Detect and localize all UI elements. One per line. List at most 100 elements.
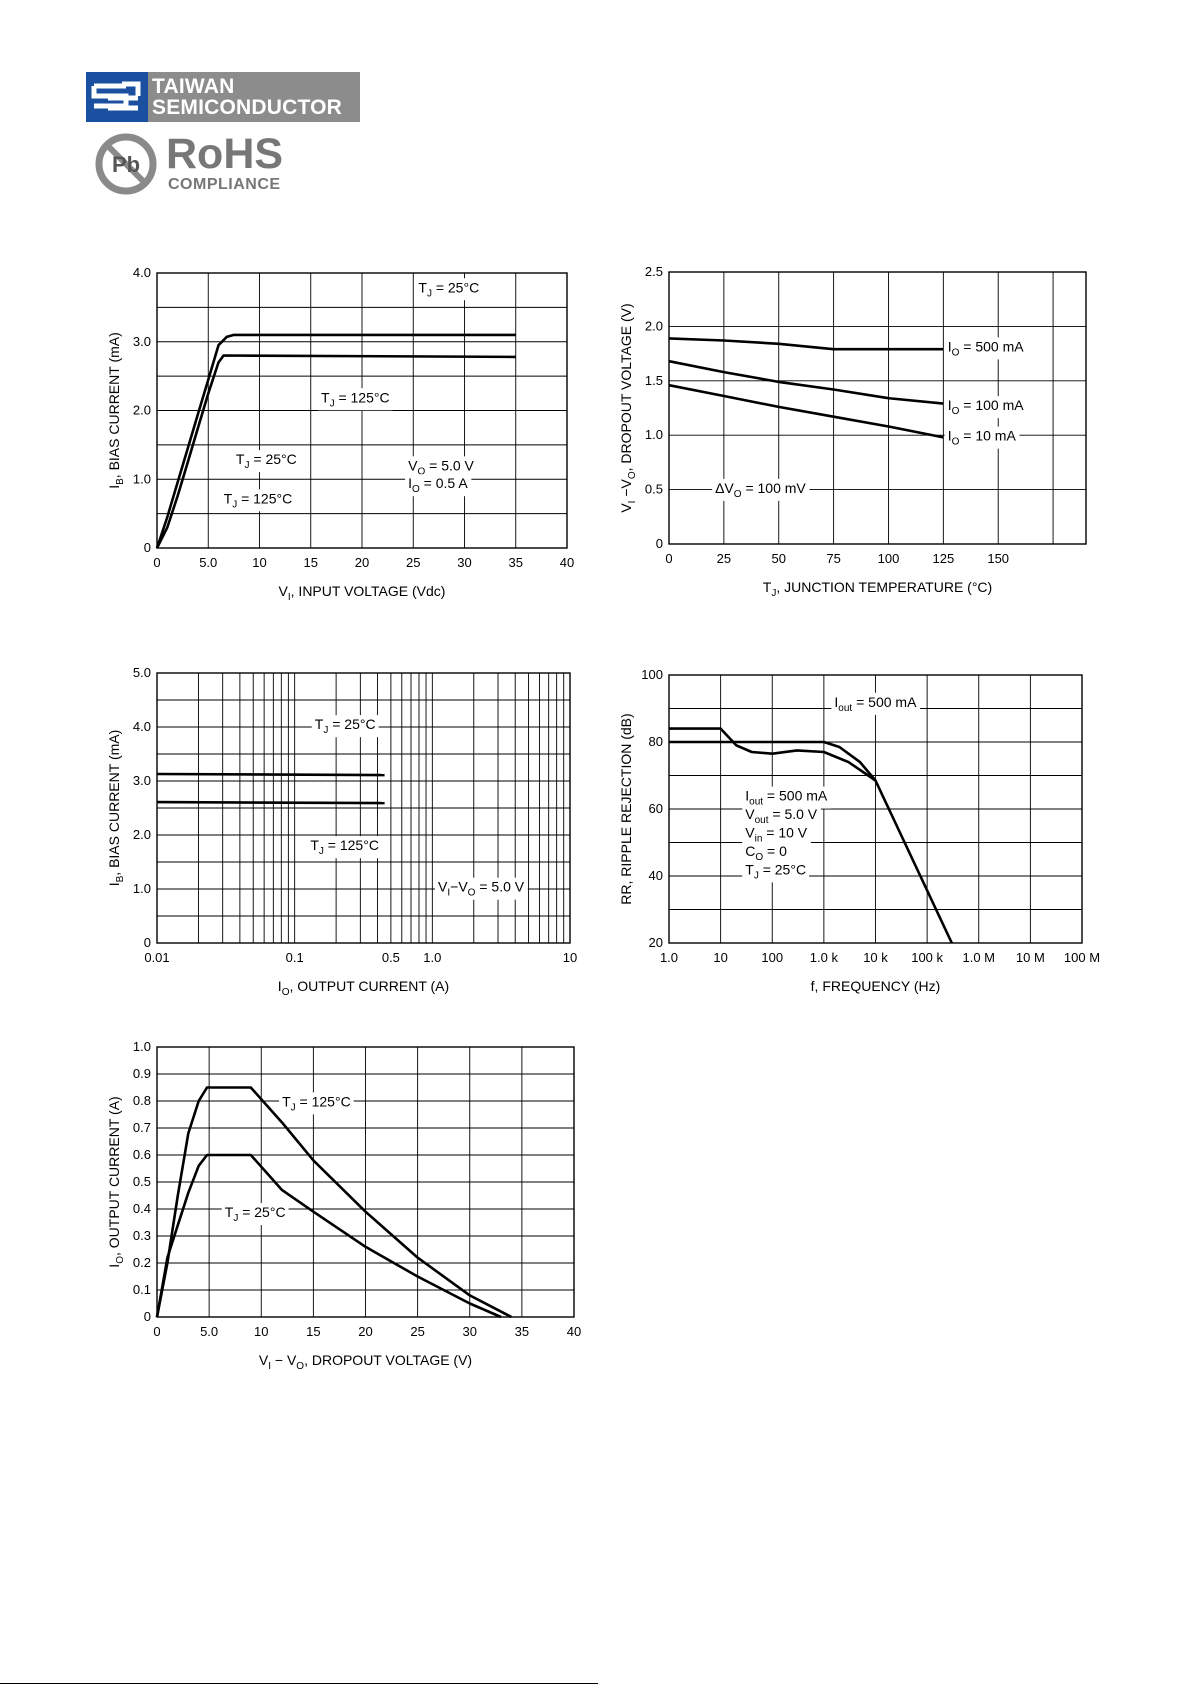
x-tick-label: 1.0 <box>423 950 441 965</box>
annotation-label: IO = 0.5 A <box>408 475 468 495</box>
annotation-label: VI−VO = 5.0 V <box>438 879 525 899</box>
y-tick-label: 0 <box>144 540 151 555</box>
x-tick-label: 10 <box>254 1324 268 1339</box>
company-name: TAIWAN SEMICONDUCTOR <box>152 75 343 119</box>
plot-frame <box>668 674 1083 944</box>
series-line-0 <box>155 333 516 549</box>
x-tick-label: 10 <box>252 555 266 570</box>
annotation-bg <box>279 1092 354 1115</box>
x-tick-label: 10 <box>563 950 577 965</box>
y-tick-label: 0.4 <box>133 1201 151 1216</box>
company-logo-icon <box>86 72 148 122</box>
x-tick-label: 20 <box>355 555 369 570</box>
y-tick-label: 100 <box>641 667 663 682</box>
x-tick-label: 15 <box>304 555 318 570</box>
chart-output-current-vs-dropout-voltage: 0 0.1 0.2 0.3 0.4 0.5 0.6 0.7 0.8 0.9 1.0 0 5.0 10 15 2… <box>106 1039 581 1372</box>
y-tick-label: 0 <box>656 536 663 551</box>
x-axis-label: VI, INPUT VOLTAGE (Vdc) <box>279 583 446 603</box>
rohs-title: RoHS <box>166 130 284 178</box>
pb-label: Pb <box>112 152 140 177</box>
y-tick-label: 0.5 <box>133 1174 151 1189</box>
x-tick-label: 0.01 <box>144 950 169 965</box>
annotation-label: Iout = 500 mA <box>745 788 828 808</box>
annotation-label: CO = 0 <box>745 843 787 863</box>
y-tick-label: 2.0 <box>645 318 663 333</box>
x-tick-label: 0 <box>665 551 672 566</box>
y-tick-label: 1.0 <box>133 1039 151 1054</box>
x-tick-label: 0 <box>153 1324 160 1339</box>
y-tick-label: 20 <box>649 935 663 950</box>
x-tick-label: 1.0 <box>660 950 678 965</box>
chart-bias-current-vs-input-voltage: 0 1.0 2.0 3.0 4.0 0 5.0 10 15 20 25 30 35 40 VI, INPUT… <box>106 265 574 603</box>
plot-frame <box>156 1046 575 1318</box>
annotation-bg <box>742 805 821 828</box>
x-tick-label: 0 <box>153 555 160 570</box>
y-tick-label: 1.5 <box>645 373 663 388</box>
x-axis-label: IO, OUTPUT CURRENT (A) <box>278 978 449 998</box>
x-tick-label: 1.0 M <box>962 950 995 965</box>
y-tick-label: 80 <box>649 734 663 749</box>
y-tick-label: 0.1 <box>133 1282 151 1297</box>
annotation-bg <box>742 786 831 809</box>
x-tick-label: 20 <box>358 1324 372 1339</box>
series-line-0 <box>156 772 385 777</box>
y-tick-label: 3.0 <box>133 334 151 349</box>
annotation-bg <box>405 474 472 497</box>
company-logo: TAIWAN SEMICONDUCTOR <box>86 72 360 122</box>
y-tick-label: 0.8 <box>133 1093 151 1108</box>
y-tick-label: 0.9 <box>133 1066 151 1081</box>
series-line-1 <box>668 359 944 405</box>
x-tick-label: 100 <box>761 950 783 965</box>
y-tick-label: 0.2 <box>133 1255 151 1270</box>
y-tick-label: 1.0 <box>133 471 151 486</box>
annotation-bg <box>405 456 478 479</box>
x-tick-label: 0.1 <box>286 950 304 965</box>
annotation-bg <box>944 426 1020 449</box>
chart-bias-current-vs-output-current: 0 1.0 2.0 3.0 4.0 5.0 0.01 0.1 0.5 1.0 10 IO, OUTPU… <box>106 665 577 998</box>
annotation-bg <box>944 396 1028 419</box>
annotation-label: IO = 100 mA <box>948 397 1025 417</box>
x-tick-label: 0.5 <box>382 950 400 965</box>
annotation-bg <box>944 337 1028 360</box>
x-tick-label: 125 <box>932 551 954 566</box>
annotation-label: Vin = 10 V <box>745 824 808 844</box>
series-line-0 <box>668 337 944 351</box>
chart-ripple-rejection-vs-frequency: 20 40 60 80 100 1.0 10 100 1.0 k 10 k 100 k 1.0 M 10… <box>618 667 1100 994</box>
grid <box>668 674 1083 944</box>
x-tick-label: 100 M <box>1064 950 1100 965</box>
x-tick-label: 5.0 <box>199 555 217 570</box>
x-tick-label: 50 <box>772 551 786 566</box>
annotation-bg <box>742 841 791 864</box>
series-line-0 <box>669 727 953 944</box>
annotation-label: IO = 500 mA <box>948 338 1025 358</box>
chart-dropout-voltage-vs-temperature: 0 0.5 1.0 1.5 2.0 2.5 0 25 50 75 100 125 150 TJ, JUNC… <box>618 264 1087 599</box>
x-tick-label: 30 <box>463 1324 477 1339</box>
plot-frame <box>156 672 571 944</box>
y-axis-label: RR, RIPPLE REJECTION (dB) <box>618 713 634 904</box>
grid <box>156 272 568 549</box>
x-axis-label: TJ, JUNCTION TEMPERATURE (°C) <box>763 579 992 599</box>
x-axis-label: f, FREQUENCY (Hz) <box>811 978 941 994</box>
x-tick-label: 150 <box>987 551 1009 566</box>
annotation-label: TJ = 25°C <box>236 451 297 471</box>
annotation-bg <box>318 388 393 411</box>
y-tick-label: 4.0 <box>133 719 151 734</box>
y-tick-label: 40 <box>649 868 663 883</box>
annotation-bg <box>742 823 811 846</box>
y-tick-label: 0.7 <box>133 1120 151 1135</box>
annotation-bg <box>742 860 810 883</box>
y-tick-label: 2.0 <box>133 403 151 418</box>
y-axis-label: IO, OUTPUT CURRENT (A) <box>106 1096 126 1267</box>
x-tick-label: 5.0 <box>200 1324 218 1339</box>
annotation-bg <box>232 450 300 473</box>
annotation-bg <box>712 478 810 501</box>
annotation-label: TJ = 25°C <box>315 716 376 736</box>
no-lead-icon: Pb <box>95 133 157 195</box>
rohs-badge: Pb RoHS COMPLIANCE <box>94 132 294 196</box>
x-tick-label: 10 k <box>863 950 888 965</box>
x-tick-label: 100 <box>878 551 900 566</box>
x-tick-label: 75 <box>826 551 840 566</box>
series-line-1 <box>669 740 877 782</box>
x-axis-label: VI − VO, DROPOUT VOLTAGE (V) <box>259 1352 472 1372</box>
x-tick-label: 40 <box>567 1324 581 1339</box>
